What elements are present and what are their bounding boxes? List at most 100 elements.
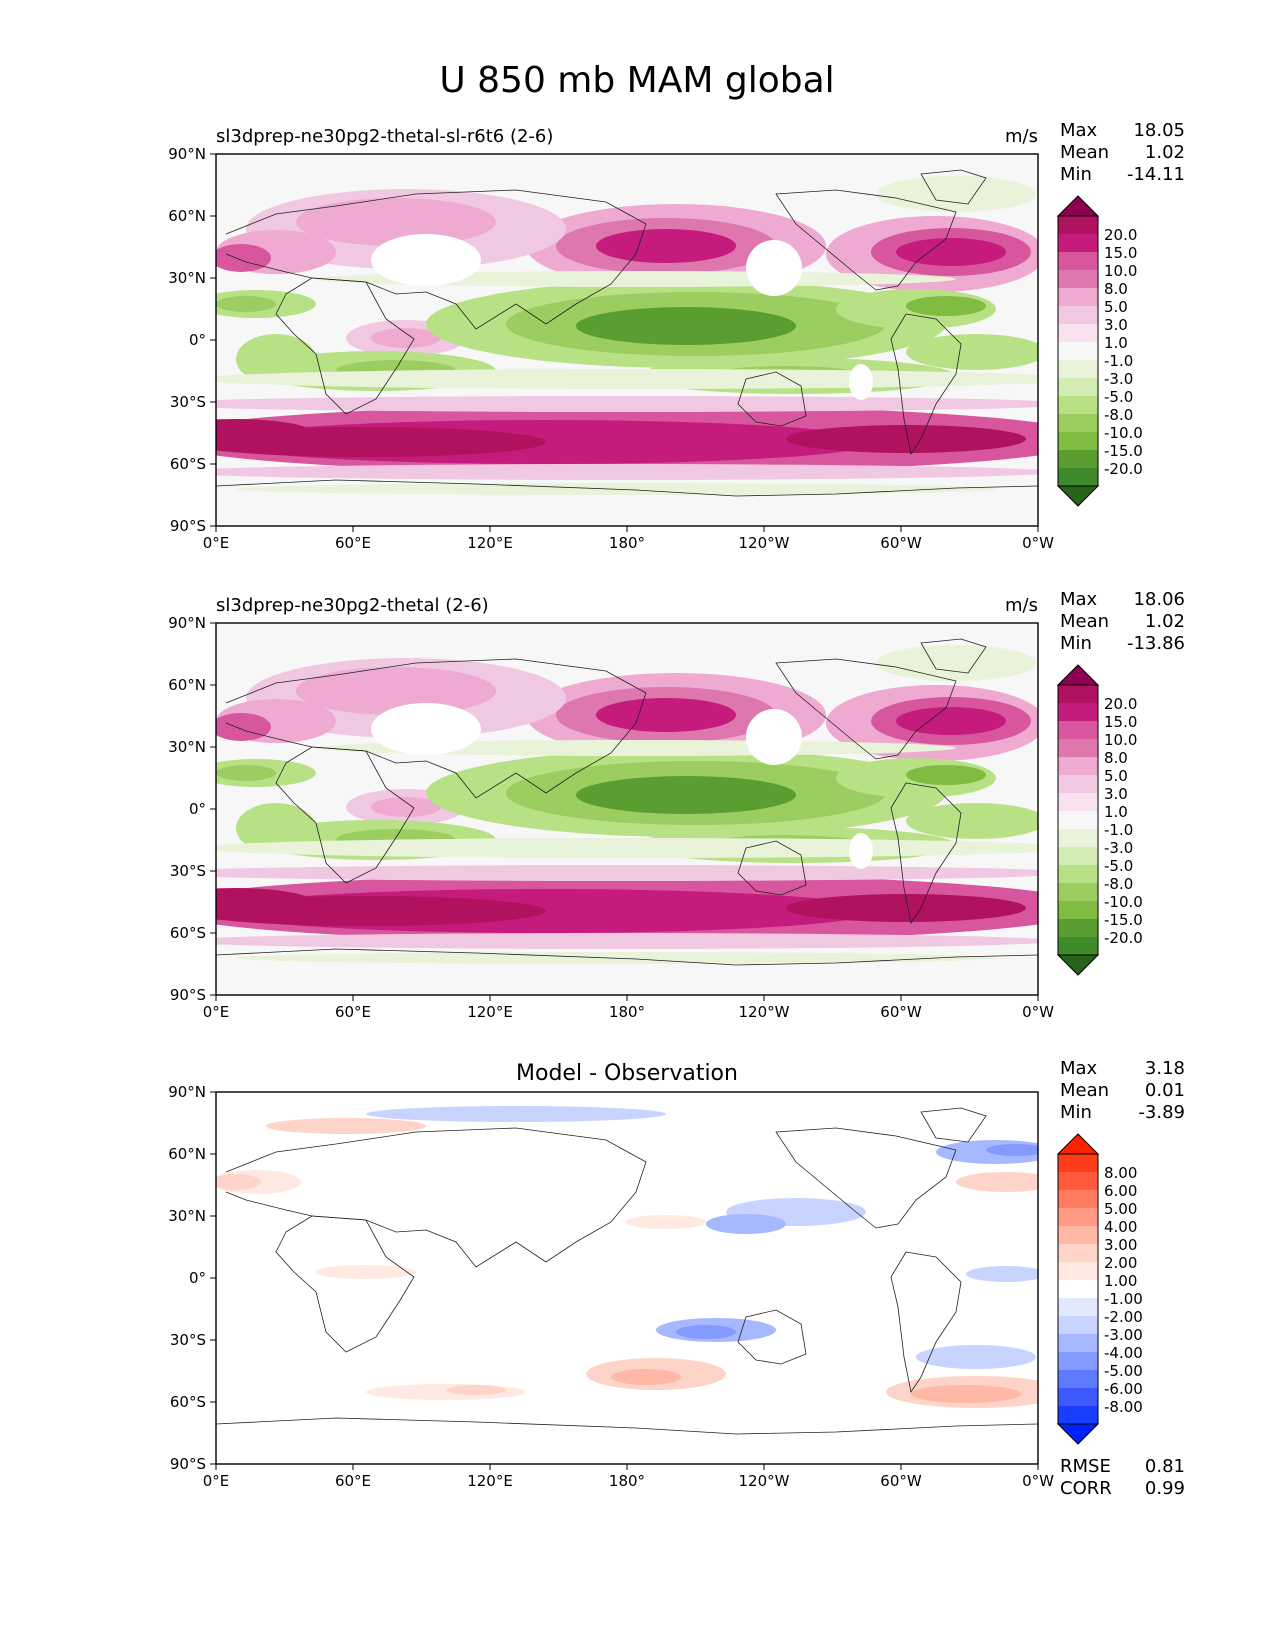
colorbar-segment — [1058, 234, 1098, 252]
field-contour — [216, 464, 1038, 480]
map-field — [216, 1092, 1038, 1464]
colorbar-segment — [1058, 1298, 1098, 1316]
field-contour — [986, 1144, 1038, 1156]
colorbar-tick-label: -1.0 — [1104, 352, 1133, 370]
field-contour — [216, 419, 316, 451]
field-contour — [906, 803, 1038, 839]
y-tick-label: 60°N — [168, 1145, 206, 1163]
x-tick-label: 0°E — [203, 1003, 230, 1021]
colorbar-tick-label: 5.00 — [1104, 1200, 1137, 1218]
wind-colorbar: 20.015.010.08.05.03.01.0-1.0-3.0-5.0-8.0… — [1056, 664, 1143, 976]
y-tick-label: 90°N — [168, 1083, 206, 1101]
colorbar-tick-label: -15.0 — [1104, 911, 1143, 929]
colorbar-tick-label: -3.0 — [1104, 839, 1133, 857]
panel-difference: Model - Observation Max 3.18 Mean 0.01 Min -3.… — [168, 1058, 1185, 1499]
colorbar-tick-label: 8.0 — [1104, 749, 1128, 767]
map-field — [216, 154, 1038, 526]
colorbar-tick-label: -5.00 — [1104, 1362, 1143, 1380]
colorbar-tick-label: -8.0 — [1104, 406, 1133, 424]
colorbar-segment — [1058, 775, 1098, 793]
stat-label: Min — [1060, 633, 1092, 654]
colorbar-segment — [1058, 685, 1098, 703]
colorbar-tick-label: -3.00 — [1104, 1326, 1143, 1344]
colorbar-segment — [1058, 757, 1098, 775]
coastline — [225, 658, 647, 799]
colorbar-segment — [1058, 396, 1098, 414]
colorbar-segment — [1058, 1316, 1098, 1334]
field-contour — [371, 703, 481, 755]
field-contour — [916, 1345, 1036, 1369]
colorbar-tick-label: -1.0 — [1104, 821, 1133, 839]
stat-label: Max — [1060, 120, 1098, 141]
field-contour — [216, 396, 1038, 412]
y-tick-label: 30°N — [168, 269, 206, 287]
colorbar-tick-label: 1.00 — [1104, 1272, 1137, 1290]
field-contour — [266, 1118, 426, 1134]
colorbar-tick-label: -5.0 — [1104, 388, 1133, 406]
colorbar-segment — [1058, 1334, 1098, 1352]
stat-value: 18.06 — [1133, 589, 1185, 610]
coastline — [216, 948, 1038, 966]
colorbar-segment — [1058, 1370, 1098, 1388]
coastline — [890, 782, 962, 925]
field-contour — [216, 1174, 261, 1190]
field-contour — [849, 364, 873, 400]
colorbar-segment — [1058, 1388, 1098, 1406]
wind-colorbar: 20.015.010.08.05.03.01.0-1.0-3.0-5.0-8.0… — [1056, 195, 1143, 507]
colorbar-extend-min — [1056, 485, 1100, 507]
field-contour — [216, 713, 271, 741]
colorbar-segment — [1058, 432, 1098, 450]
x-tick-label: 60°E — [335, 1472, 371, 1490]
y-tick-label: 30°N — [168, 738, 206, 756]
colorbar-tick-label: 10.0 — [1104, 262, 1137, 280]
field-contour — [876, 176, 1036, 212]
colorbar-segment — [1058, 1262, 1098, 1280]
colorbar-segment — [1058, 865, 1098, 883]
y-tick-label: 90°N — [168, 614, 206, 632]
colorbar-tick-label: 1.0 — [1104, 803, 1128, 821]
colorbar-tick-label: 3.0 — [1104, 316, 1128, 334]
colorbar-segment — [1058, 1352, 1098, 1370]
field-contour — [446, 1385, 506, 1395]
x-tick-label: 120°W — [739, 1472, 790, 1490]
field-contour — [896, 707, 1006, 735]
colorbar-tick-label: 8.00 — [1104, 1164, 1137, 1182]
x-tick-label: 0°E — [203, 1472, 230, 1490]
y-tick-label: 90°N — [168, 145, 206, 163]
field-contour — [216, 865, 1038, 881]
coastline — [890, 313, 962, 456]
stat-value: 1.02 — [1145, 142, 1185, 163]
panel-left-title: sl3dprep-ne30pg2-thetal (2-6) — [216, 595, 489, 616]
colorbar-segment — [1058, 847, 1098, 865]
field-contour — [611, 1369, 681, 1385]
x-tick-label: 0°W — [1022, 1472, 1054, 1490]
colorbar-tick-label: -10.0 — [1104, 893, 1143, 911]
colorbar-segment — [1058, 378, 1098, 396]
colorbar-segment — [1058, 1406, 1098, 1424]
colorbar-tick-label: -6.00 — [1104, 1380, 1143, 1398]
colorbar-segment — [1058, 306, 1098, 324]
field-contour — [906, 296, 986, 316]
field-contour — [746, 709, 802, 765]
stat-value: -14.11 — [1127, 164, 1185, 185]
colorbar-extend-max — [1056, 664, 1100, 686]
field-contour — [746, 240, 802, 296]
field-contour — [296, 667, 496, 715]
x-tick-label: 120°E — [467, 1003, 513, 1021]
colorbar-extend-max — [1056, 195, 1100, 217]
colorbar-segment — [1058, 1280, 1098, 1298]
colorbar-segment — [1058, 468, 1098, 486]
colorbar-tick-label: -15.0 — [1104, 442, 1143, 460]
y-tick-label: 90°S — [170, 517, 206, 535]
field-contour — [911, 1385, 1021, 1403]
field-contour — [786, 425, 1026, 453]
colorbar-tick-label: 15.0 — [1104, 713, 1137, 731]
colorbar-segment — [1058, 739, 1098, 757]
coastline — [920, 169, 987, 205]
colorbar-tick-label: 3.00 — [1104, 1236, 1137, 1254]
map-field — [216, 623, 1038, 995]
coastline — [216, 1417, 1038, 1435]
x-tick-label: 0°E — [203, 534, 230, 552]
colorbar-frame — [1057, 684, 1099, 956]
y-tick-label: 30°S — [170, 393, 206, 411]
